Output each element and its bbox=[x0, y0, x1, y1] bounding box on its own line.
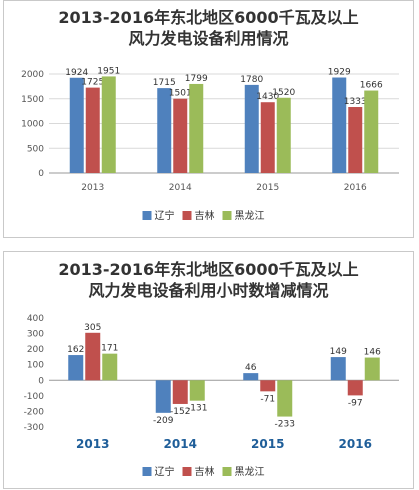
x-tick-label: 2014 bbox=[169, 183, 192, 193]
legend-label: 吉林 bbox=[195, 209, 215, 222]
data-label: 305 bbox=[84, 323, 101, 333]
y-tick-label: 400 bbox=[27, 314, 44, 324]
y-tick-label: 1000 bbox=[21, 120, 44, 130]
bar bbox=[260, 102, 275, 173]
data-label: 1501 bbox=[169, 89, 192, 99]
legend-swatch bbox=[182, 467, 192, 476]
legend-label: 吉林 bbox=[195, 465, 215, 478]
chart-title-line-1: 2013-2016年东北地区6000千瓦及以上 bbox=[58, 260, 359, 279]
chart-panel-utilization: 2013-2016年东北地区6000千瓦及以上 风力发电设备利用情况 0 500 1… bbox=[3, 0, 414, 238]
x-tick-label: 2016 bbox=[344, 183, 367, 193]
data-label: 1799 bbox=[185, 74, 208, 84]
data-label: 46 bbox=[245, 363, 257, 373]
legend-label: 黑龙江 bbox=[235, 465, 265, 478]
x-tick-label: 2014 bbox=[164, 437, 197, 451]
y-tick-label: 100 bbox=[27, 361, 44, 371]
data-label: -131 bbox=[187, 404, 207, 414]
bar bbox=[155, 380, 171, 413]
bar bbox=[332, 77, 347, 173]
chart-title-line-2: 风力发电设备利用情况 bbox=[128, 29, 289, 48]
y-tick-label: 2000 bbox=[21, 70, 44, 80]
data-label: 1333 bbox=[344, 97, 367, 107]
data-label: 1924 bbox=[65, 68, 88, 78]
data-label: 1951 bbox=[97, 66, 120, 76]
data-label: 1715 bbox=[153, 78, 176, 88]
data-label: 171 bbox=[101, 344, 118, 354]
chart-panel-change: 2013-2016年东北地区6000千瓦及以上 风力发电设备利用小时数增减情况 … bbox=[3, 251, 414, 489]
legend-swatch bbox=[182, 211, 192, 220]
bar bbox=[189, 380, 205, 401]
legend-swatch bbox=[222, 467, 232, 476]
bar bbox=[101, 76, 116, 173]
data-label: 1929 bbox=[328, 68, 351, 78]
y-tick-label: 300 bbox=[27, 330, 44, 340]
bar bbox=[244, 84, 259, 173]
legend-swatch bbox=[142, 467, 152, 476]
y-tick-label: 0 bbox=[38, 376, 44, 386]
data-label: 149 bbox=[330, 347, 347, 357]
data-label: 1780 bbox=[240, 75, 263, 85]
bar bbox=[69, 77, 84, 173]
y-tick-label: 0 bbox=[38, 169, 44, 179]
bar bbox=[85, 332, 101, 381]
bar bbox=[348, 107, 363, 173]
bar bbox=[85, 87, 100, 173]
chart-title-line-1: 2013-2016年东北地区6000千瓦及以上 bbox=[58, 8, 359, 27]
data-label: -152 bbox=[170, 407, 190, 417]
x-tick-label: 2013 bbox=[81, 183, 104, 193]
data-label: -233 bbox=[275, 420, 295, 430]
data-label: 162 bbox=[67, 345, 84, 355]
bar bbox=[243, 373, 259, 381]
legend-label: 黑龙江 bbox=[235, 209, 265, 222]
bar bbox=[189, 83, 204, 173]
x-tick-label: 2016 bbox=[339, 437, 372, 451]
bar bbox=[172, 380, 188, 404]
y-tick-label: 200 bbox=[27, 345, 44, 355]
data-label: -97 bbox=[348, 398, 363, 408]
bar bbox=[364, 357, 380, 381]
data-label: 1666 bbox=[360, 81, 383, 91]
legend-label: 辽宁 bbox=[155, 465, 175, 478]
bar bbox=[157, 88, 172, 173]
data-label: 1725 bbox=[81, 78, 104, 88]
legend-swatch bbox=[222, 211, 232, 220]
bar bbox=[260, 380, 276, 392]
bar bbox=[173, 98, 188, 173]
legend-label: 辽宁 bbox=[155, 209, 175, 222]
change-bar-chart: -300 -200 -100 0 100 200 300 400 162 305 171 2013 -2… bbox=[24, 314, 399, 478]
y-tick-label: 1500 bbox=[21, 95, 44, 105]
x-tick-label: 2013 bbox=[76, 437, 109, 451]
data-label: -71 bbox=[260, 394, 275, 404]
bar bbox=[347, 380, 363, 396]
y-tick-label: -100 bbox=[24, 392, 45, 402]
y-tick-label: 500 bbox=[27, 144, 44, 154]
data-label: 146 bbox=[364, 348, 381, 358]
x-tick-label: 2015 bbox=[251, 437, 284, 451]
x-tick-label: 2015 bbox=[256, 183, 279, 193]
bar bbox=[68, 355, 84, 381]
bar bbox=[276, 97, 291, 173]
bar bbox=[330, 357, 346, 381]
chart-title-line-2: 风力发电设备利用小时数增减情况 bbox=[88, 281, 329, 300]
y-tick-label: -300 bbox=[24, 423, 45, 433]
legend-swatch bbox=[142, 211, 152, 220]
y-tick-label: -200 bbox=[24, 407, 45, 417]
bar bbox=[102, 353, 118, 381]
bar bbox=[277, 380, 293, 417]
data-label: 1430 bbox=[256, 92, 279, 102]
data-label: -209 bbox=[153, 416, 174, 426]
data-label: 1520 bbox=[272, 88, 295, 98]
bar bbox=[364, 90, 379, 173]
